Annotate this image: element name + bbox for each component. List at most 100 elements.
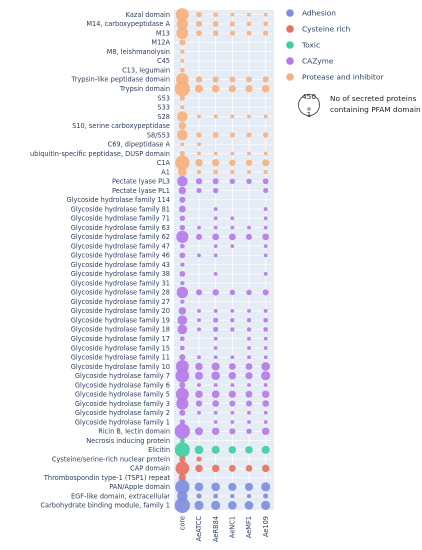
bubble-trypsin-domain-aerb84 — [211, 84, 220, 93]
legend-item-toxic[interactable]: Toxic — [286, 41, 320, 50]
bubble-glycoside-hydrolase-family-28-core — [176, 286, 189, 299]
bubble-glycoside-hydrolase-family-28-aemf1 — [246, 289, 252, 296]
y-tick-label-glycoside-hydrolase-family-3: Glycoside hydrolase family 3 — [75, 400, 170, 408]
bubble-glycoside-hydrolase-family-3-aemf1 — [245, 400, 253, 407]
plot-background — [174, 10, 274, 510]
bubble-pectate-lyase-pl3-aeatcc — [195, 178, 203, 185]
y-tick-label-m8-leishmanolysin: M8, leishmanolysin — [107, 48, 170, 56]
legend-item-cazyme[interactable]: CAZyme — [286, 57, 334, 66]
y-tick-label-glycoside-hydrolase-family-31: Glycoside hydrolase family 31 — [71, 279, 170, 287]
bubble-glycoside-hydrolase-family-63-core — [179, 224, 186, 231]
bubble-glycoside-hydrolase-family-81-core — [178, 205, 186, 213]
bubble-pectate-lyase-pl1-aerb84 — [212, 187, 219, 194]
bubble-a1-ae109 — [263, 169, 268, 175]
bubble-glycoside-hydrolase-family-1-aemf1 — [247, 420, 251, 424]
bubble-glycoside-hydrolase-family-11-aerb84 — [213, 355, 218, 360]
bubble-ubiquitin-specific-peptidase-dusp-domain-aemf1 — [247, 151, 251, 156]
bubble-a1-aemf1 — [247, 170, 251, 174]
bubble-egf-like-domain-extracellular-aeatcc — [196, 493, 202, 499]
legend-label-adhesion: Adhesion — [302, 9, 336, 18]
legend-item-protease-and-inhibitor[interactable]: Protease and inhibitor — [286, 73, 384, 82]
bubble-carbohydrate-binding-module-family-1-aeatcc — [194, 500, 204, 510]
bubble-glycoside-hydrolase-family-15-aemf1 — [247, 346, 251, 350]
bubble-c69-dipeptidase-a-aeatcc — [197, 142, 201, 147]
bubble-glycoside-hydrolase-family-5-aenc1 — [228, 390, 236, 398]
y-tick-label-egf-like-domain-extracellular: EGF-like domain, extracellular — [71, 492, 170, 500]
size-legend: 450 1 No of secreted proteins containing PF… — [298, 92, 421, 119]
bubble-ricin-b-lectin-domain-aemf1 — [246, 428, 252, 435]
bubble-c69-dipeptidase-a-core — [180, 142, 185, 147]
bubble-trypsin-domain-aenc1 — [228, 85, 236, 93]
bubble-glycoside-hydrolase-family-10-aenc1 — [228, 363, 236, 370]
bubble-pectate-lyase-pl3-ae109 — [262, 178, 269, 185]
bubble-glycoside-hydrolase-family-46-aeatcc — [197, 253, 201, 258]
bubble-glycoside-hydrolase-family-2-ae109 — [263, 410, 268, 415]
bubble-egf-like-domain-extracellular-aerb84 — [213, 493, 219, 499]
bubble-glycoside-hydrolase-family-5-aerb84 — [211, 390, 220, 399]
bubble-pan-apple-domain-ae109 — [261, 482, 271, 492]
bubble-s33-core — [180, 105, 185, 110]
bubble-kazal-domain-aenc1 — [230, 12, 235, 17]
bubble-glycoside-hydrolase-family-5-aeatcc — [195, 390, 203, 398]
bubble-m13-core — [176, 27, 189, 40]
bubble-thrombospondin-type-1-tsp1-repeat-core — [178, 473, 187, 482]
size-legend-large-circle — [298, 94, 320, 116]
y-tick-label-m14-carboxypeptidase-a: M14, carboxypeptidase A — [86, 20, 170, 28]
bubble-cap-domain-aeatcc — [195, 464, 203, 473]
legend-item-adhesion[interactable]: Adhesion — [286, 9, 336, 18]
y-tick-label-trypsin-domain: Trypsin domain — [119, 85, 170, 93]
bubble-m14-carboxypeptidase-a-aeatcc — [195, 20, 203, 27]
y-tick-label-glycoside-hydrolase-family-5: Glycoside hydrolase family 5 — [75, 391, 170, 399]
bubble-c1a-core — [175, 155, 190, 170]
bubble-glycoside-hydrolase-family-28-aenc1 — [229, 289, 236, 296]
bubble-s10-serine-carboxypeptidase-core — [178, 122, 187, 130]
x-axis-labels: core AeATCC AeRB84 AeNC1 AeMF1 Ae109 — [179, 516, 270, 542]
size-legend-min-label: 1 — [307, 110, 312, 119]
bubble-s28-aemf1 — [247, 114, 251, 119]
bubble-glycoside-hydrolase-family-7-aeatcc — [194, 371, 204, 380]
y-tick-label-glycoside-hydrolase-family-62: Glycoside hydrolase family 62 — [71, 233, 170, 241]
size-legend-small-circle — [307, 107, 311, 111]
bubble-a1-aenc1 — [230, 169, 235, 175]
y-tick-label-ubiquitin-specific-peptidase-dusp-domain: ubiquitin-specific peptidase, DUSP domai… — [30, 150, 170, 158]
bubble-s8-s53-core — [177, 129, 188, 141]
y-tick-label-glycoside-hydrolase-family-2: Glycoside hydrolase family 2 — [75, 409, 170, 417]
bubble-glycoside-hydrolase-family-17-core — [179, 336, 185, 342]
bubble-carbohydrate-binding-module-family-1-aenc1 — [228, 501, 237, 510]
y-tick-label-glycoside-hydrolase-family-114: Glycoside hydrolase family 114 — [67, 196, 170, 204]
y-tick-label-thrombospondin-type-1-tsp1-repeat: Thrombospondin type-1 (TSP1) repeat — [43, 474, 171, 482]
bubble-glycoside-hydrolase-family-62-aeatcc — [195, 233, 203, 240]
bubble-trypsin-like-peptidase-domain-aerb84 — [212, 76, 219, 83]
y-tick-label-glycoside-hydrolase-family-19: Glycoside hydrolase family 19 — [71, 316, 170, 324]
bubble-glycoside-hydrolase-family-47-aenc1 — [230, 244, 235, 249]
bubble-glycoside-hydrolase-family-10-ae109 — [261, 362, 270, 371]
bubble-glycoside-hydrolase-family-6-ae109 — [263, 383, 268, 387]
bubble-s8-s53-ae109 — [262, 132, 269, 138]
bubble-glycoside-hydrolase-family-11-aenc1 — [230, 355, 235, 360]
bubble-glycoside-hydrolase-family-38-ae109 — [263, 271, 268, 276]
bubble-glycoside-hydrolase-family-6-aenc1 — [230, 383, 235, 387]
bubble-pectate-lyase-pl1-aeatcc — [196, 188, 202, 194]
y-tick-label-c1a: C1A — [157, 159, 171, 167]
bubble-glycoside-hydrolase-family-46-ae109 — [263, 253, 268, 258]
bubble-glycoside-hydrolase-family-47-ae109 — [263, 244, 268, 249]
bubble-necrosis-inducing-protein-core — [179, 438, 185, 443]
bubble-glycoside-hydrolase-family-10-core — [175, 360, 189, 373]
bubble-ricin-b-lectin-domain-aenc1 — [229, 428, 236, 435]
bubble-pectate-lyase-pl3-aenc1 — [229, 178, 236, 185]
legend-marker-adhesion — [286, 9, 294, 17]
bubble-glycoside-hydrolase-family-10-aerb84 — [211, 362, 220, 371]
y-tick-label-glycoside-hydrolase-family-27: Glycoside hydrolase family 27 — [71, 298, 170, 306]
bubble-glycoside-hydrolase-family-114-core — [179, 196, 186, 203]
bubble-glycoside-hydrolase-family-11-aeatcc — [197, 355, 201, 360]
bubble-glycoside-hydrolase-family-63-ae109 — [263, 225, 268, 230]
legend-item-cysteine-rich[interactable]: Cysteine rich — [286, 25, 351, 34]
bubble-glycoside-hydrolase-family-43-core — [180, 262, 185, 267]
x-tick-label-core: core — [179, 516, 187, 530]
grid-lines — [174, 10, 274, 510]
bubble-c13-legumain-core — [179, 67, 185, 73]
bubble-m13-aerb84 — [212, 30, 219, 36]
bubble-glycoside-hydrolase-family-3-aenc1 — [229, 400, 236, 407]
category-legend[interactable]: Adhesion Cysteine rich Toxic CAZyme Protease… — [286, 9, 384, 82]
bubble-glycoside-hydrolase-family-20-ae109 — [263, 308, 268, 313]
